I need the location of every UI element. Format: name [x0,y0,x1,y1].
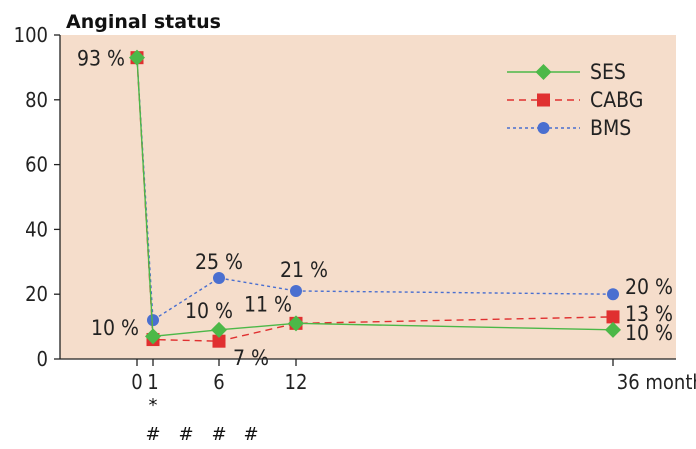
significance-hash: # [178,424,193,445]
x-tick-label: 36 months [617,370,696,394]
legend: SES CABG BMS [507,60,643,140]
data-point-bms [147,314,159,327]
significance-hash: # [211,424,226,445]
legend-swatch-marker [535,64,552,80]
y-tick-label: 100 [14,23,48,47]
data-label: 10 % [625,321,673,345]
y-tick-label: 60 [25,153,48,177]
y-tick-label: 0 [37,347,48,371]
data-point-ses [211,321,227,338]
significance-asterisk: * [149,395,158,416]
plot-background [60,35,676,359]
data-label: 20 % [625,275,673,299]
data-point-bms [290,284,302,297]
data-point-cabg [606,310,620,324]
data-label: 21 % [280,258,328,282]
legend-item-bms: BMS [507,116,631,140]
data-label: 10 % [91,316,139,340]
y-tick-label: 20 [25,282,48,306]
data-point-bms [213,272,225,284]
series-ses [129,49,621,345]
data-label: 11 % [244,292,292,316]
data-point-ses [145,328,161,345]
x-tick-label: 0 [131,370,142,394]
x-tick-label: 12 [285,370,308,394]
legend-swatch-marker [537,93,550,107]
data-label: 25 % [195,250,243,274]
data-label: 7 % [233,346,269,370]
legend-swatch-marker [537,122,550,134]
x-tick-label: 1 [147,370,158,394]
data-label: 93 % [77,47,125,71]
data-label: 10 % [185,299,233,323]
legend-item-cabg: CABG [507,88,643,112]
data-point-ses [288,315,304,332]
significance-hash: # [244,424,259,445]
data-point-cabg [212,334,226,348]
data-point-ses [129,49,145,66]
y-tick-label: 40 [25,217,48,241]
x-tick-label: 6 [213,370,224,394]
legend-label: CABG [590,88,643,112]
chart-title: Anginal status [66,11,221,33]
data-point-bms [607,288,619,301]
significance-hash: # [145,424,160,445]
legend-label: BMS [590,116,631,140]
data-label: 13 % [625,302,673,326]
data-point-ses [605,321,621,338]
y-tick-label: 80 [25,88,48,112]
legend-label: SES [590,60,626,84]
legend-item-ses: SES [507,60,626,84]
